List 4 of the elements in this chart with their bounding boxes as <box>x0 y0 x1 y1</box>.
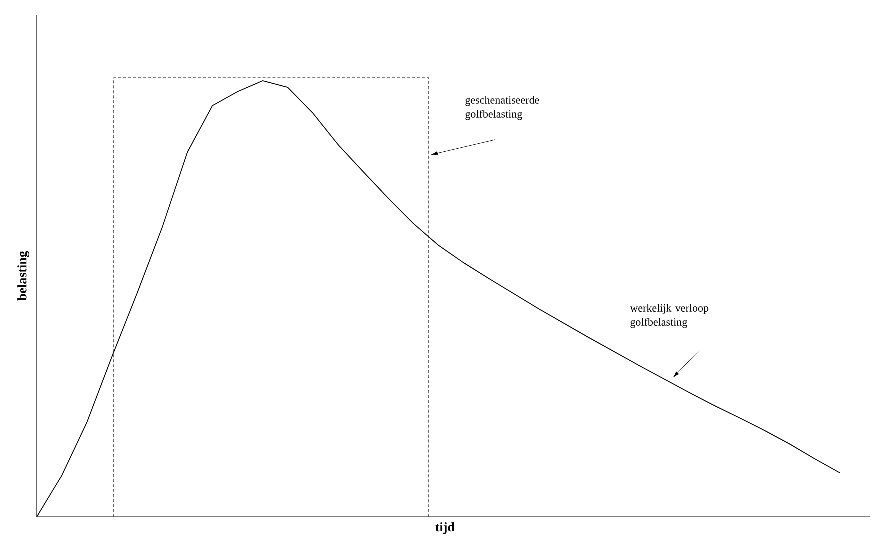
x-axis-title: tijd <box>436 522 455 534</box>
y-axis-title: belasting <box>18 251 30 301</box>
annotation: geschenatiseerde golfbelasting <box>466 96 540 120</box>
annotation: werkelijk verloop golfbelasting <box>630 304 709 328</box>
